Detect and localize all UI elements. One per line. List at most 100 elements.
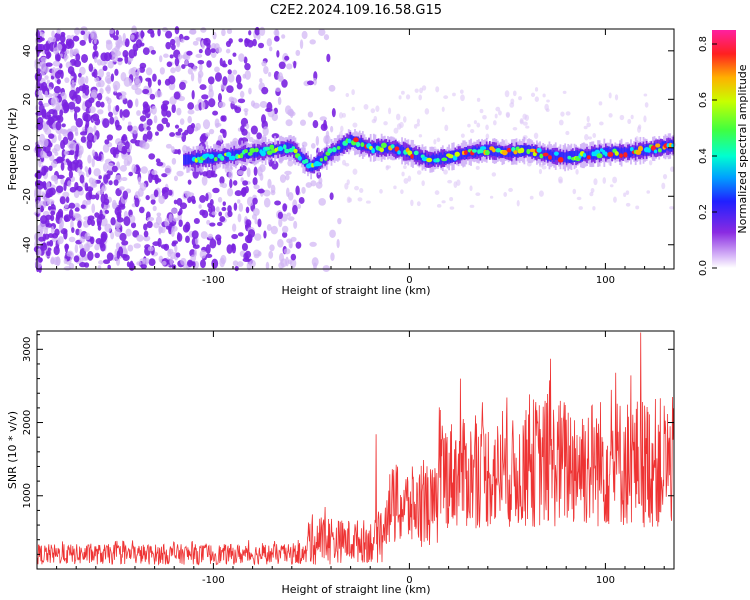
spectrogram-noise-dot xyxy=(64,243,70,250)
spectrogram-noise-dot xyxy=(277,238,284,248)
spectrogram-noise-dot xyxy=(198,48,203,54)
spectrogram-noise-dot xyxy=(318,198,326,206)
spectrogram-faint-dot xyxy=(662,173,668,180)
spectrogram-faint-dot xyxy=(590,188,595,193)
spectrogram-noise-dot xyxy=(121,240,129,246)
spectrogram-noise-dot xyxy=(170,146,175,154)
spectrogram-ridge-band xyxy=(440,152,443,165)
spectrogram-noise-dot xyxy=(162,27,168,33)
spectrogram-noise-dot xyxy=(205,244,211,255)
spectrogram-noise-dot xyxy=(107,103,112,112)
spectrogram-noise-dot xyxy=(177,232,181,242)
spectrogram-noise-dot xyxy=(309,39,316,45)
spectrogram-noise-dot xyxy=(146,118,153,126)
spectrogram-noise-dot xyxy=(79,39,86,46)
spectrogram-noise-dot xyxy=(40,205,44,213)
spectrogram-noise-dot xyxy=(151,169,158,176)
spectrogram-noise-dot xyxy=(91,149,96,157)
spectrogram-noise-dot xyxy=(142,109,147,115)
spectrogram-ridge-band xyxy=(322,153,325,163)
spectrogram-noise-dot xyxy=(68,101,76,110)
spectrogram-faint-dot xyxy=(476,122,481,128)
spectrogram-noise-dot xyxy=(173,175,178,182)
spectrogram-noise-dot xyxy=(184,60,189,66)
spectrogram-ridge-hotspot xyxy=(327,148,333,154)
spectrogram-noise-dot xyxy=(330,252,335,261)
spectrogram-noise-dot xyxy=(127,155,133,165)
spectrogram-ridge-hotspot xyxy=(495,148,502,153)
spectrogram-noise-dot xyxy=(79,76,86,85)
spectrogram-noise-dot xyxy=(202,119,211,130)
spectrogram-faint-dot xyxy=(393,185,397,190)
spectrogram-noise-dot xyxy=(227,187,234,197)
spectrogram-ridge-hotspot xyxy=(464,150,468,155)
spectrogram-noise-dot xyxy=(215,46,223,54)
spectrogram-faint-dot xyxy=(565,130,570,136)
spectrogram-noise-dot xyxy=(62,136,69,145)
spectrogram-ridge-hotspot xyxy=(249,147,256,153)
spectrogram-noise-dot xyxy=(292,204,298,215)
spectrogram-noise-dot xyxy=(274,35,280,42)
spectrogram-noise-dot xyxy=(122,254,130,262)
spectrogram-faint-dot xyxy=(352,168,358,175)
spectrogram-noise-dot xyxy=(212,187,220,194)
spectrogram-ridge-hotspot xyxy=(553,151,559,156)
spectrogram-noise-dot xyxy=(197,73,202,84)
spectrogram-noise-dot xyxy=(232,223,237,232)
spectrogram-noise-dot xyxy=(88,167,92,175)
spectrogram-noise-dot xyxy=(319,116,327,121)
spectrogram-noise-dot xyxy=(104,223,112,233)
spectrogram-noise-dot xyxy=(83,243,91,252)
spectrogram-noise-dot xyxy=(149,93,156,100)
spectrogram-noise-dot xyxy=(226,244,233,254)
spectrogram-ridge-hotspot xyxy=(506,147,512,153)
spectrogram-noise-dot xyxy=(146,126,151,131)
spectrogram-noise-dot xyxy=(46,241,51,246)
spectrogram-noise-dot xyxy=(125,228,132,237)
spectrogram-ridge-band xyxy=(459,148,461,161)
spectrogram-noise-dot xyxy=(238,38,244,43)
spectrogram-noise-dot xyxy=(174,57,180,67)
spectrogram-noise-dot xyxy=(263,197,271,208)
spectrogram-noise-dot xyxy=(159,55,163,63)
spectrogram-noise-dot xyxy=(187,102,195,110)
spectrogram-noise-dot xyxy=(119,95,127,100)
spectrogram-ridge-band xyxy=(570,151,573,163)
spectrogram-ridge-hotspot xyxy=(536,147,542,153)
spectrogram-noise-dot xyxy=(241,242,248,252)
spectrogram-noise-dot xyxy=(157,79,162,86)
spectrogram-faint-dot xyxy=(534,96,539,102)
spectrogram-faint-dot xyxy=(352,122,358,128)
spectrogram-noise-dot xyxy=(41,166,46,176)
spectrogram-noise-dot xyxy=(100,242,106,252)
spectrogram-ytick-label: -20 xyxy=(22,188,33,204)
spectrogram-noise-dot xyxy=(136,234,144,242)
spectrogram-faint-dot xyxy=(623,192,627,198)
spectrogram-noise-dot xyxy=(58,224,63,231)
spectrogram-noise-dot xyxy=(252,177,258,186)
spectrogram-noise-dot xyxy=(252,102,260,109)
spectrogram-faint-dot xyxy=(386,165,391,169)
spectrogram-noise-dot xyxy=(153,222,160,229)
spectrogram-noise-dot xyxy=(46,181,51,189)
spectrogram-noise-dot xyxy=(256,132,262,140)
spectrogram-ridge-band xyxy=(626,148,629,157)
spectrogram-noise-dot xyxy=(74,243,79,254)
spectrogram-faint-dot xyxy=(627,118,632,124)
spectrogram-faint-dot xyxy=(505,111,511,118)
spectrogram-noise-dot xyxy=(326,53,331,63)
spectrogram-noise-dot xyxy=(330,125,334,133)
spectrogram-noise-dot xyxy=(183,35,190,41)
spectrogram-ridge-band xyxy=(223,152,226,160)
spectrogram-noise-dot xyxy=(44,233,50,240)
spectrogram-noise-dot xyxy=(202,171,208,177)
spectrogram-noise-dot xyxy=(156,212,162,217)
spectrogram-noise-dot xyxy=(108,180,113,186)
spectrogram-faint-dot xyxy=(449,197,454,202)
spectrogram-faint-dot xyxy=(363,104,369,110)
spectrogram-ridge-hotspot xyxy=(653,149,658,154)
spectrogram-noise-dot xyxy=(211,211,217,216)
spectrogram-noise-dot xyxy=(124,38,130,48)
spectrogram-noise-dot xyxy=(323,119,327,130)
spectrogram-noise-dot xyxy=(249,259,256,268)
